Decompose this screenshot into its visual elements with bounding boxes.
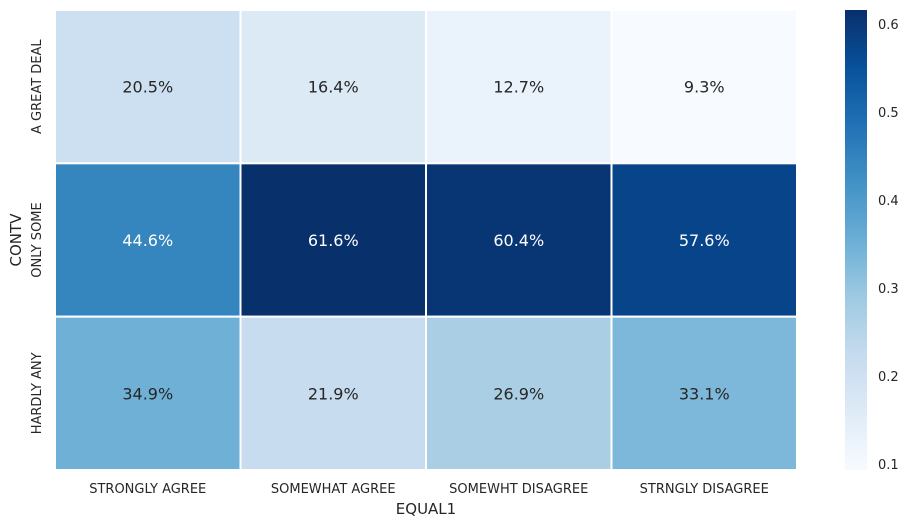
heatmap-cell — [610, 315, 798, 471]
heatmap-cell — [239, 315, 427, 471]
x-tick-label: SOMEWHAT AGREE — [271, 482, 396, 497]
heatmap-cell — [54, 162, 242, 318]
cell-value-label: 33.1% — [679, 384, 730, 403]
y-tick-label: HARDLY ANY — [30, 352, 45, 434]
cell-value-label: 34.9% — [122, 384, 173, 403]
x-tick-label: STRNGLY DISAGREE — [640, 482, 769, 497]
cell-value-label: 9.3% — [684, 78, 725, 97]
cell-value-label: 26.9% — [493, 384, 544, 403]
colorbar-tick-labels: 0.1 0.2 0.3 0.4 0.5 0.6 — [878, 18, 899, 473]
heatmap-cell — [425, 9, 613, 165]
heatmap-cell — [610, 9, 798, 165]
colorbar-tick-label: 0.6 — [878, 18, 899, 33]
colorbar-tick-label: 0.5 — [878, 106, 899, 121]
colorbar-tick-label: 0.1 — [878, 458, 899, 473]
x-tick-label: SOMEWHT DISAGREE — [449, 482, 588, 497]
heatmap-cell — [610, 162, 798, 318]
cell-value-label: 20.5% — [122, 78, 173, 97]
cell-value-label: 57.6% — [679, 231, 730, 250]
x-axis-tick-labels: STRONGLY AGREE SOMEWHAT AGREE SOMEWHT DISA… — [89, 482, 769, 497]
y-tick-label: A GREAT DEAL — [30, 39, 45, 134]
colorbar — [845, 10, 867, 470]
colorbar-tick-label: 0.2 — [878, 370, 899, 385]
cell-value-label: 21.9% — [308, 384, 359, 403]
heatmap-cell-labels: 20.5% 16.4% 12.7% 9.3% 44.6% 61.6% 60.4% 57.6% 3… — [122, 78, 729, 404]
y-axis-label: CONTV — [7, 213, 25, 267]
cell-value-label: 16.4% — [308, 78, 359, 97]
cell-value-label: 60.4% — [493, 231, 544, 250]
heatmap-cell — [54, 9, 242, 165]
y-axis-tick-labels: A GREAT DEAL ONLY SOME HARDLY ANY — [30, 39, 45, 435]
heatmap-cell — [239, 9, 427, 165]
x-tick-label: STRONGLY AGREE — [89, 482, 206, 497]
x-axis-label: EQUAL1 — [396, 500, 456, 518]
heatmap-cell — [54, 315, 242, 471]
colorbar-tick-label: 0.3 — [878, 282, 899, 297]
heatmap-cell — [239, 162, 427, 318]
cell-value-label: 61.6% — [308, 231, 359, 250]
cell-value-label: 12.7% — [493, 78, 544, 97]
cell-value-label: 44.6% — [122, 231, 173, 250]
colorbar-tick-label: 0.4 — [878, 194, 899, 209]
y-tick-label: ONLY SOME — [30, 202, 45, 277]
heatmap-cells — [54, 9, 798, 471]
